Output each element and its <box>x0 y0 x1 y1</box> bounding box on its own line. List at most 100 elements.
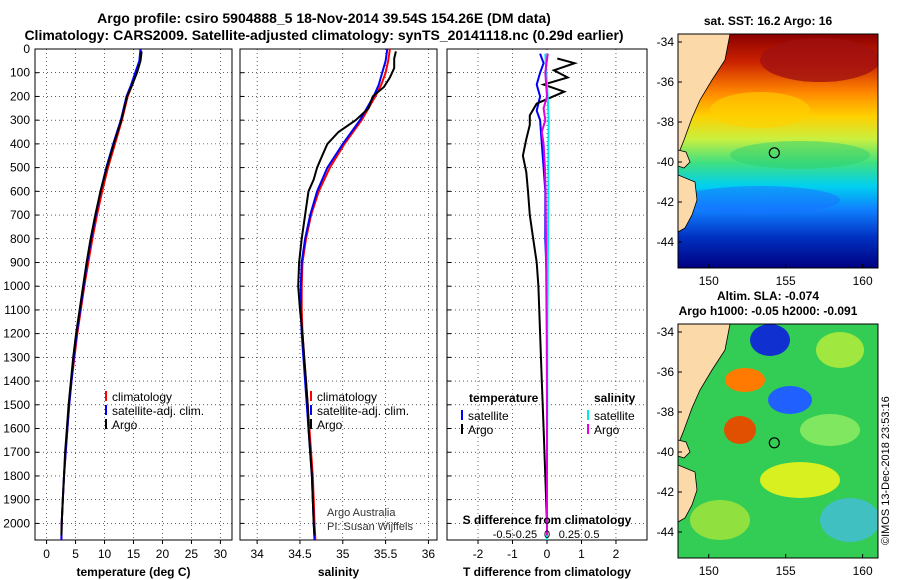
s-diff-tick-label: 0 <box>544 529 550 541</box>
s-diff-tick-label: -0.25 <box>512 529 537 541</box>
sst-land-mainland <box>678 34 731 156</box>
legend-label: climatology <box>112 390 172 404</box>
x-tick-label: 15 <box>127 547 141 561</box>
y-tick-label: 1100 <box>4 303 30 317</box>
sst-warm-patch <box>760 38 878 82</box>
x-tick-label: 30 <box>214 547 228 561</box>
y-tick-label: 300 <box>10 113 30 127</box>
sst-yellow-patch <box>710 92 810 128</box>
imos-watermark: ©IMOS 13-Dec-2018 23:53:16 <box>880 396 892 545</box>
legend-label: satellite <box>468 409 509 423</box>
legend-temperature-title: temperature <box>469 391 539 405</box>
series-climatology <box>60 48 142 541</box>
plot-title-line2: Climatology: CARS2009. Satellite-adjuste… <box>24 27 624 43</box>
y-tick-label: 1200 <box>3 327 30 341</box>
x-tick-label: 0 <box>544 547 551 561</box>
x-tick-label: -2 <box>473 547 484 561</box>
sla-map-title1: Altim. SLA: -0.074 <box>717 289 819 303</box>
series-argo <box>60 51 143 536</box>
legend-label: satellite-adj. clim. <box>112 404 204 418</box>
sst-map-frame <box>677 33 879 269</box>
legend-label: Argo <box>112 418 138 432</box>
credit-line1: Argo Australia <box>327 507 396 519</box>
series-s-argo <box>540 53 549 536</box>
y-tick-label: 1000 <box>3 279 30 293</box>
x-tick-label: 5 <box>72 547 79 561</box>
x-tick-label: 1 <box>578 547 585 561</box>
map-lat-label: -34 <box>657 325 675 339</box>
map-lat-label: -40 <box>657 445 675 459</box>
temperature-panel: 0 5 10 15 20 25 30 temperature (deg C) 0 100 200 30… <box>3 42 233 579</box>
map-lat-label: -44 <box>657 525 675 539</box>
x-tick-label: 35.5 <box>374 547 398 561</box>
y-tick-label: 100 <box>10 66 30 80</box>
sla-low-1 <box>750 324 790 356</box>
series-t-argo <box>521 57 579 536</box>
x-tick-label: 20 <box>156 547 170 561</box>
map-lon-label: 155 <box>776 274 796 288</box>
plot-title-line1: Argo profile: csiro 5904888_5 18-Nov-201… <box>97 10 551 26</box>
x-tick-label: 35 <box>336 547 350 561</box>
sst-float-marker <box>768 147 780 159</box>
legend-label: satellite-adj. clim. <box>317 404 409 418</box>
s-diff-tick-label: 0.25 <box>559 529 580 541</box>
series-satellite-adj-clim <box>299 48 389 541</box>
map-lat-label: -38 <box>657 405 675 419</box>
map-lon-label: 155 <box>776 564 796 578</box>
x-axis-label: T difference from climatology <box>463 565 631 579</box>
difference-panel: -2 -1 0 1 2 T difference from climatology temp… <box>446 48 648 579</box>
y-tick-label: 200 <box>10 89 30 103</box>
sla-land-island <box>678 439 691 459</box>
y-tick-label: 1900 <box>3 493 30 507</box>
map-lon-label: 150 <box>699 274 719 288</box>
map-lat-label: -44 <box>657 235 675 249</box>
y-tick-label: 900 <box>10 255 30 269</box>
sla-high-4 <box>760 462 840 498</box>
map-lat-label: -36 <box>657 75 675 89</box>
legend-label: Argo <box>468 423 494 437</box>
sla-mid-1 <box>800 414 860 446</box>
sst-map-axes: -34 -36 -38 -40 -42 -44 150 155 160 <box>657 35 873 288</box>
sst-land-tasmania <box>678 174 698 233</box>
series-climatology <box>300 48 391 541</box>
series-satellite-adj-clim <box>60 48 142 541</box>
map-lat-label: -38 <box>657 115 675 129</box>
series-argo <box>297 51 397 536</box>
x-tick-label: 34 <box>250 547 264 561</box>
sla-map: Altim. SLA: -0.074 Argo h1000: -0.05 h20… <box>657 289 879 578</box>
legend-label: satellite <box>594 409 635 423</box>
y-tick-label: 1800 <box>3 469 30 483</box>
sla-high-3 <box>724 416 756 444</box>
legend-salinity-title: salinity <box>594 391 636 405</box>
map-lon-label: 160 <box>853 564 873 578</box>
map-lat-label: -42 <box>657 485 675 499</box>
sst-land-island <box>678 149 691 169</box>
sla-land-tasmania <box>678 464 698 523</box>
sst-green-patch <box>730 141 870 169</box>
x-tick-label: 34.5 <box>288 547 312 561</box>
sla-land-mainland <box>678 324 731 446</box>
credit-line2: PI: Susan Wijffels <box>327 521 413 533</box>
sst-map: sat. SST: 16.2 Argo: 16 -34-36-38-40-42-… <box>657 14 879 288</box>
sst-map-title: sat. SST: 16.2 Argo: 16 <box>704 14 833 28</box>
sla-low-2 <box>768 386 812 414</box>
x-tick-label: 25 <box>185 547 199 561</box>
y-tick-label: 700 <box>10 208 30 222</box>
y-tick-label: 1700 <box>3 445 30 459</box>
x-axis-label: salinity <box>318 565 360 579</box>
y-tick-label: 1500 <box>3 398 30 412</box>
y-tick-label: 1300 <box>3 350 30 364</box>
salinity-panel: 34 34.5 35 35.5 36 salinity climatologysatelli… <box>239 48 438 579</box>
x-tick-label: 2 <box>613 547 620 561</box>
map-lat-label: -42 <box>657 195 675 209</box>
y-tick-label: 1600 <box>3 422 30 436</box>
sla-high-2 <box>725 368 765 392</box>
x-tick-label: 36 <box>422 547 436 561</box>
legend-label: Argo <box>594 423 620 437</box>
y-tick-label: 1400 <box>3 374 30 388</box>
s-diff-axis-label: S difference from climatology <box>463 513 632 527</box>
y-tick-label: 500 <box>10 161 30 175</box>
map-lat-label: -34 <box>657 35 675 49</box>
x-tick-label: 0 <box>43 547 50 561</box>
